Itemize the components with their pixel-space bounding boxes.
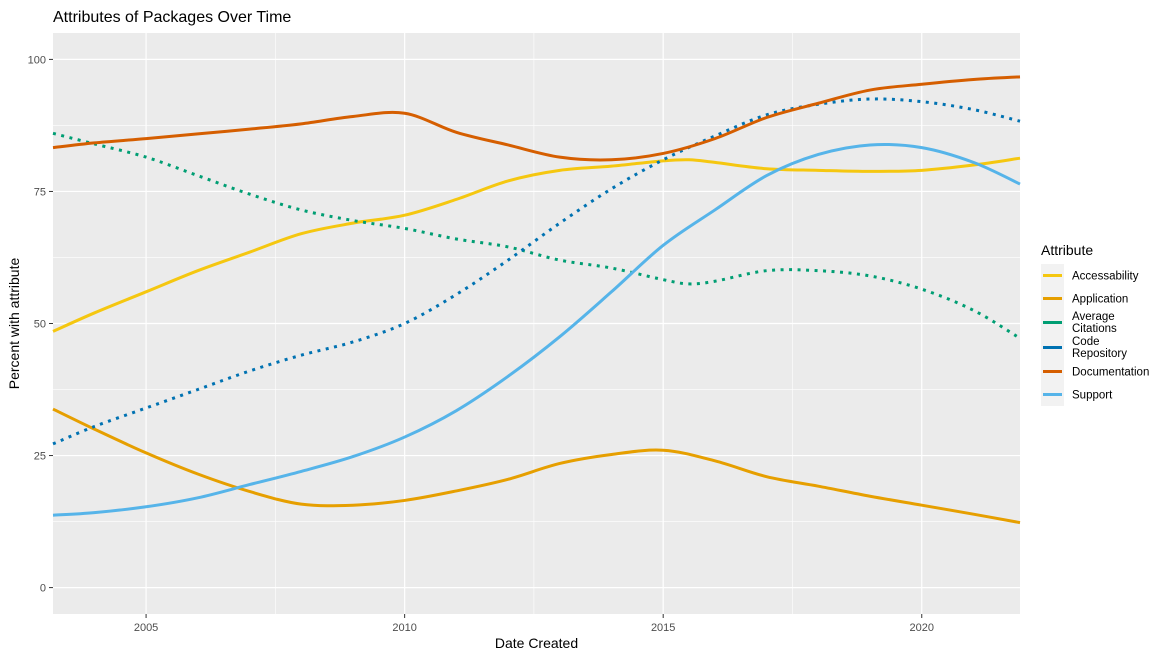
series-line-documentation [52, 75, 1021, 162]
x-tick-label: 2015 [651, 622, 675, 634]
y-tick-label: 50 [34, 319, 46, 331]
y-tick-label: 75 [34, 186, 46, 198]
legend-label-accessability: Accessability [1072, 271, 1139, 283]
legend: Attribute Accessability Application Averag… [1041, 242, 1149, 406]
y-tick-label: 25 [34, 451, 46, 463]
series-line-accessability [52, 156, 1021, 333]
x-axis-label: Date Created [495, 635, 578, 651]
y-tick-label: 0 [40, 583, 46, 595]
legend-label-average-citations: Average Citations [1072, 311, 1117, 335]
x-tick-label: 2020 [910, 622, 934, 634]
chart-title: Attributes of Packages Over Time [53, 9, 291, 26]
legend-label-code-repository: Code Repository [1072, 336, 1127, 360]
legend-label-support: Support [1072, 390, 1113, 402]
legend-label-application: Application [1072, 294, 1128, 306]
major-gridlines [53, 33, 1020, 614]
x-tick-label: 2010 [392, 622, 416, 634]
series-line-support [52, 142, 1021, 517]
series-line-application [52, 407, 1021, 525]
x-axis: 2005 2010 2015 2020 [134, 614, 934, 634]
y-tick-label: 100 [28, 54, 46, 66]
y-axis-label: Percent with attribute [6, 258, 22, 390]
legend-title: Attribute [1041, 242, 1093, 258]
x-tick-label: 2005 [134, 622, 158, 634]
series-layer [52, 75, 1021, 525]
y-axis: 0 25 50 75 100 [28, 54, 53, 595]
legend-label-documentation: Documentation [1072, 367, 1149, 379]
